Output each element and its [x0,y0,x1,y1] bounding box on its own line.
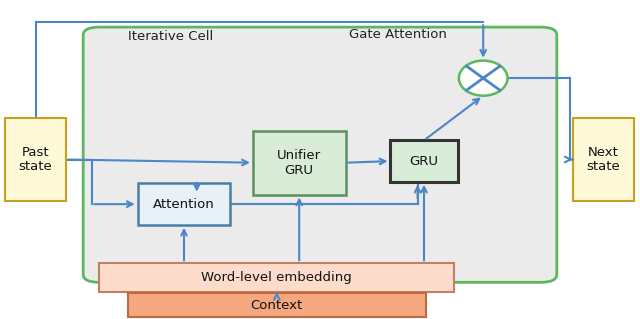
FancyBboxPatch shape [128,293,426,317]
FancyBboxPatch shape [253,131,346,195]
Text: Iterative Cell: Iterative Cell [128,30,213,43]
Ellipse shape [459,61,508,96]
Text: Past
state: Past state [19,145,52,174]
Text: Next
state: Next state [586,145,620,174]
Text: Attention: Attention [153,198,215,211]
FancyBboxPatch shape [573,118,634,201]
FancyBboxPatch shape [5,118,66,201]
FancyBboxPatch shape [99,263,454,292]
FancyBboxPatch shape [83,27,557,282]
Text: Context: Context [251,299,303,312]
Text: Gate Attention: Gate Attention [349,28,447,41]
Text: Unifier
GRU: Unifier GRU [277,149,321,177]
Text: Word-level embedding: Word-level embedding [202,271,352,284]
Text: GRU: GRU [410,155,438,167]
FancyBboxPatch shape [138,183,230,225]
FancyBboxPatch shape [390,140,458,182]
